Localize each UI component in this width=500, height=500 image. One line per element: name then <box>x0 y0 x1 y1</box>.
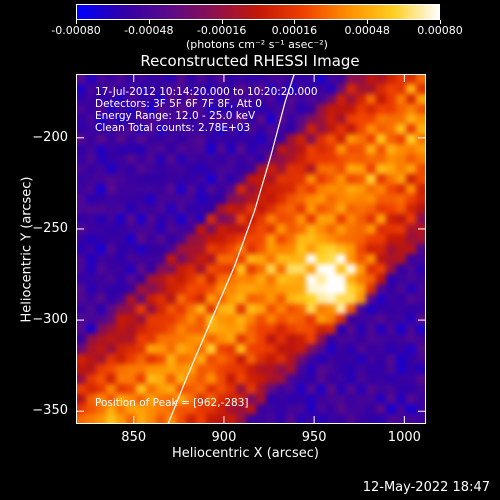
y-tick-label: −200 <box>32 129 68 145</box>
peak-position-label: Position of Peak = [962,-283] <box>95 397 249 409</box>
colorbar-tick-mark <box>221 20 223 24</box>
info-detectors: Detectors: 3F 5F 6F 7F 8F, Att 0 <box>95 98 262 110</box>
colorbar-tick-label: 0.00048 <box>344 24 390 37</box>
colorbar-tick-label: -0.00048 <box>124 24 174 37</box>
colorbar-tick-mark <box>440 20 441 24</box>
colorbar-tick-mark <box>148 20 150 24</box>
y-tick-label: −300 <box>32 312 68 328</box>
y-tick-label: −250 <box>32 220 68 236</box>
chart-title: Reconstructed RHESSI Image <box>140 52 360 70</box>
x-axis-label: Heliocentric X (arcsec) <box>172 446 319 461</box>
colorbar-tick-mark <box>294 20 296 24</box>
x-tick-label: 900 <box>211 430 237 445</box>
colorbar-tick-mark <box>367 20 369 24</box>
colorbar <box>76 4 440 20</box>
y-axis-label: Heliocentric Y (arcsec) <box>19 176 35 323</box>
colorbar-tick-label: 0.00016 <box>271 24 318 37</box>
timestamp: 12-May-2022 18:47 <box>362 480 490 495</box>
info-energy-range: Energy Range: 12.0 - 25.0 keV <box>95 110 256 122</box>
colorbar-tick-mark <box>76 20 77 24</box>
x-tick-label: 1000 <box>387 430 421 445</box>
colorbar-tick-label: -0.00016 <box>196 24 247 37</box>
plot-frame <box>76 74 426 424</box>
x-tick-label: 950 <box>301 430 327 445</box>
y-tick-label: −350 <box>32 403 68 419</box>
info-time-range: 17-Jul-2012 10:14:20.000 to 10:20:20.000 <box>95 86 318 98</box>
x-tick-label: 850 <box>121 430 147 445</box>
colorbar-units: (photons cm⁻² s⁻¹ asec⁻²) <box>186 38 328 51</box>
colorbar-tick-label: 0.00080 <box>417 24 463 37</box>
limb-line <box>167 74 295 424</box>
info-clean-counts: Clean Total counts: 2.78E+03 <box>95 122 251 134</box>
colorbar-tick-label: -0.00080 <box>51 24 101 37</box>
solar-limb-curve <box>76 74 426 424</box>
heatmap-image <box>76 74 426 424</box>
